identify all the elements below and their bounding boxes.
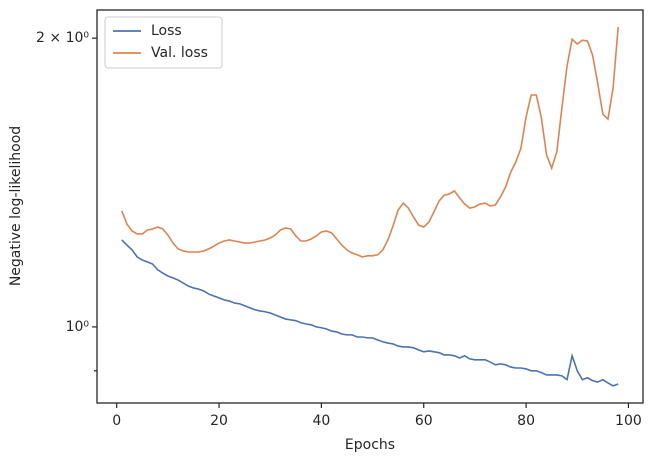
x-tick-label: 0 — [112, 413, 121, 429]
x-tick-label: 100 — [615, 413, 642, 429]
y-tick-label: 2 × 10⁰ — [36, 30, 89, 46]
legend-label: Val. loss — [151, 45, 208, 61]
line-series — [121, 239, 619, 387]
legend-label: Loss — [151, 23, 182, 39]
x-axis-label: Epochs — [345, 437, 395, 453]
x-tick-label: 20 — [210, 413, 228, 429]
legend-box — [104, 16, 223, 69]
x-tick-label: 60 — [415, 413, 433, 429]
x-tick-label: 80 — [517, 413, 535, 429]
plot-frame — [96, 9, 644, 404]
y-tick-label: 10⁰ — [66, 319, 90, 335]
line-series — [121, 27, 619, 258]
x-tick-label: 40 — [312, 413, 330, 429]
y-axis-label: Negative log-likelihood — [8, 126, 24, 286]
